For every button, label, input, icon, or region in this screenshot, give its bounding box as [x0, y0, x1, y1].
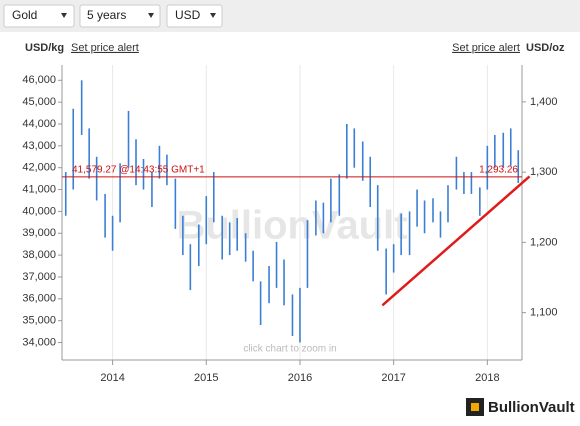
period-select[interactable]: 5 years — [79, 4, 161, 28]
x-tick-label: 2015 — [194, 372, 218, 384]
watermark: BullionVault — [176, 204, 407, 248]
logo-text: BullionVault — [488, 399, 575, 416]
zoom-hint: click chart to zoom in — [243, 344, 336, 355]
y-tick-label: 39,000 — [22, 227, 56, 239]
y-tick-label: 40,000 — [22, 205, 56, 217]
currency-select[interactable]: USD — [166, 4, 223, 28]
right-unit: USD/oz — [526, 42, 565, 54]
y2-tick-label: 1,300 — [530, 166, 558, 178]
currency-value: USD — [175, 8, 201, 22]
x-tick-label: 2017 — [381, 372, 405, 384]
reference-label: 41,579.27 @14:43:55 GMT+1 — [72, 165, 205, 176]
y-tick-label: 43,000 — [22, 140, 56, 152]
y2-tick-label: 1,400 — [530, 96, 558, 108]
y-tick-label: 42,000 — [22, 162, 56, 174]
y-tick-label: 45,000 — [22, 96, 56, 108]
trend-line — [381, 175, 531, 307]
y-tick-label: 38,000 — [22, 249, 56, 261]
y-tick-label: 36,000 — [22, 293, 56, 305]
period-value: 5 years — [87, 8, 126, 22]
left-unit: USD/kg — [25, 42, 64, 54]
y2-tick-label: 1,200 — [530, 236, 558, 248]
y-tick-label: 44,000 — [22, 118, 56, 130]
plot[interactable]: BullionVault click chart to zoom in 2014 20… — [22, 65, 558, 384]
price-alert-link[interactable]: Set price alert — [452, 42, 520, 54]
x-tick-label: 2016 — [288, 372, 312, 384]
x-tick-label: 2018 — [475, 372, 499, 384]
y-tick-label: 46,000 — [22, 74, 56, 86]
x-tick-label: 2014 — [100, 372, 124, 384]
metal-value: Gold — [12, 8, 37, 22]
price-alert-link[interactable]: Set price alert — [71, 42, 139, 54]
y2-tick-label: 1,100 — [530, 307, 558, 319]
logo: BullionVault — [466, 398, 575, 416]
y-tick-label: 41,000 — [22, 183, 56, 195]
y-tick-label: 35,000 — [22, 315, 56, 327]
y-tick-label: 34,000 — [22, 336, 56, 348]
metal-select[interactable]: Gold — [3, 4, 75, 28]
y-tick-label: 37,000 — [22, 271, 56, 283]
reference-y2-label: 1,293.26 — [479, 165, 518, 176]
